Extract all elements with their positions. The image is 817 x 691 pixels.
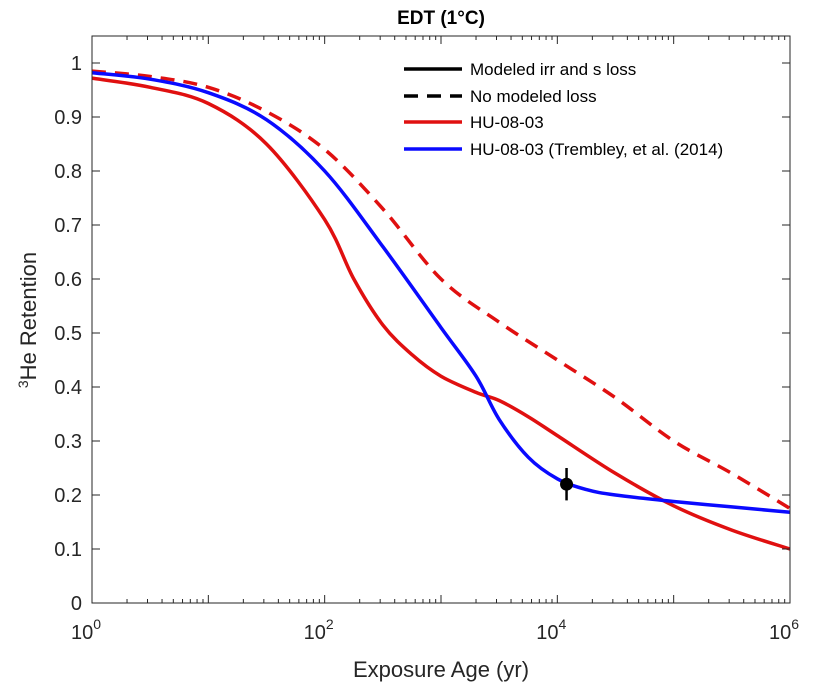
series-line-1 bbox=[91, 69, 791, 510]
y-tick-label: 0.6 bbox=[54, 269, 82, 291]
y-axis-label: 3He Retention bbox=[15, 252, 41, 388]
y-tick-label: 0.8 bbox=[54, 161, 82, 183]
plot-points bbox=[560, 468, 574, 501]
legend-label-trembley: HU-08-03 (Trembley, et al. (2014) bbox=[470, 140, 723, 159]
legend-label-no-loss: No modeled loss bbox=[470, 87, 597, 106]
y-axis-label-main: He Retention bbox=[16, 252, 41, 380]
chart-title: EDT (1°C) bbox=[397, 8, 485, 29]
x-tick-label: 100 bbox=[71, 616, 101, 644]
x-tick-label: 106 bbox=[769, 616, 799, 644]
legend-label-modeled: Modeled irr and s loss bbox=[470, 60, 636, 79]
series-line-2 bbox=[91, 70, 791, 515]
x-axis-label: Exposure Age (yr) bbox=[353, 657, 529, 682]
y-tick-label: 0.3 bbox=[54, 431, 82, 453]
legend-label-hu-08-03: HU-08-03 bbox=[470, 113, 544, 132]
y-tick-label: 0.1 bbox=[54, 539, 82, 561]
y-axis-label-superscript: 3 bbox=[15, 380, 31, 388]
y-tick-label: 0.7 bbox=[54, 215, 82, 237]
y-tick-label: 0 bbox=[71, 593, 82, 615]
y-tick-label: 0.4 bbox=[54, 377, 82, 399]
y-tick-label: 0.9 bbox=[54, 107, 82, 129]
y-tick-label: 1 bbox=[71, 53, 82, 75]
plot-lines bbox=[91, 69, 791, 551]
data-point-0 bbox=[560, 477, 574, 491]
y-ticks: 0 0.1 0.2 0.3 0.4 0.5 0.6 0.7 0.8 0.9 1 bbox=[54, 53, 790, 615]
x-tick-label: 104 bbox=[536, 616, 566, 644]
plot-frame bbox=[91, 35, 791, 604]
x-tick-label: 102 bbox=[304, 616, 334, 644]
y-tick-label: 0.5 bbox=[54, 323, 82, 345]
legend: Modeled irr and s loss No modeled loss H… bbox=[404, 60, 723, 159]
x-ticks: 100 102 104 106 bbox=[71, 36, 799, 644]
y-tick-label: 0.2 bbox=[54, 485, 82, 507]
series-line-0 bbox=[91, 76, 791, 551]
